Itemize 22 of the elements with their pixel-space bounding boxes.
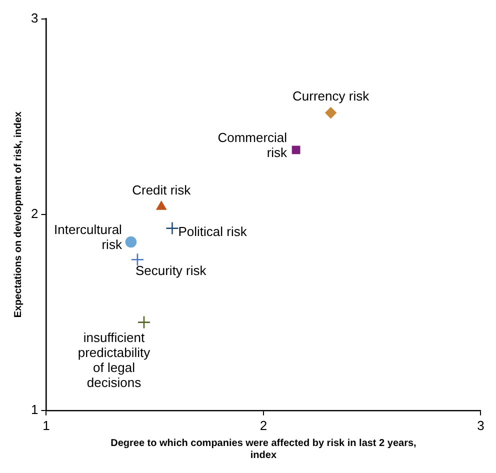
series-label: Commercial risk [218,130,288,160]
series-label: Political risk [178,224,248,239]
y-tick-label: 2 [30,206,38,222]
x-tick-label: 2 [260,418,268,433]
y-axis-title: Expectations on development of risk, index [12,111,24,318]
point [292,146,300,154]
point [125,236,137,248]
x-tick-label: 3 [477,418,484,433]
point [130,252,144,266]
y-tick-label: 1 [30,402,38,417]
point [325,107,336,118]
x-tick-label: 1 [42,418,50,433]
point [137,316,151,329]
y-tick-label: 3 [30,10,38,26]
series-label: insufficient predictability of legal decisions [78,330,151,390]
series-label: Security risk [135,263,207,278]
series-label: Credit risk [132,182,192,198]
x-axis-title: Degree to which companies were affected by risk in last 2 years, index [110,438,417,461]
point [156,201,166,210]
series-label: Intercultural risk [54,222,122,252]
point [166,222,179,235]
series-label: Currency risk [292,88,370,104]
